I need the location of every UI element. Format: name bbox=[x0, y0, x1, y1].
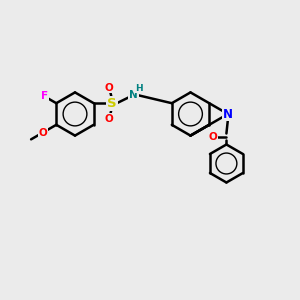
Text: S: S bbox=[107, 97, 116, 110]
Text: N: N bbox=[129, 90, 138, 100]
Text: O: O bbox=[105, 114, 114, 124]
Text: N: N bbox=[223, 107, 233, 121]
Text: H: H bbox=[135, 84, 142, 93]
Text: O: O bbox=[38, 128, 47, 138]
Text: O: O bbox=[105, 82, 114, 93]
Text: O: O bbox=[208, 131, 217, 142]
Text: F: F bbox=[41, 92, 48, 101]
